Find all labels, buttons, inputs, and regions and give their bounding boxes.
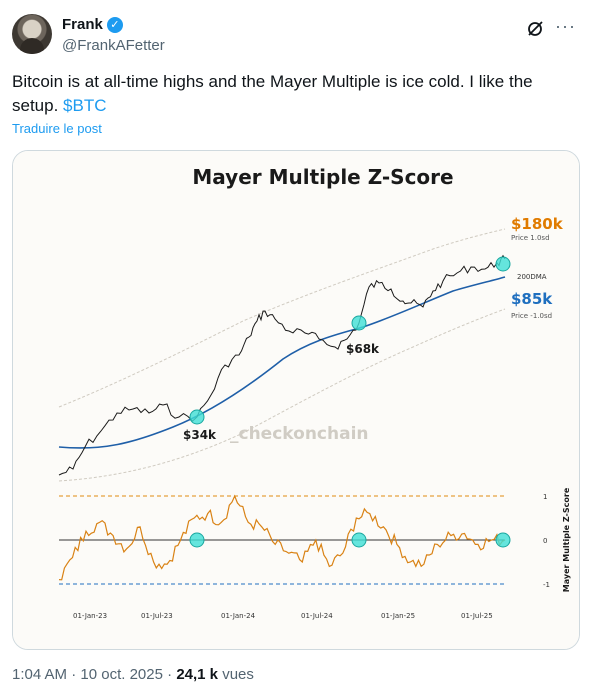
highlight-circle-34k [189,409,205,425]
zscore-ytick-label: 0 [543,537,547,545]
dma-line [58,276,506,449]
post-media-image[interactable]: Mayer Multiple Z-Score $34k $68k _checko… [12,150,580,650]
annotation-68k: $68k [346,342,380,356]
footer-separator-2: · [167,666,173,683]
watermark: _checkonchain [230,424,369,444]
highlight-circle-68k [351,315,367,331]
avatar[interactable] [12,14,52,54]
zscore-circle-1 [189,532,205,548]
post-text-main: Bitcoin is at all-time highs and the May… [12,72,533,115]
post-footer: 1:04 AM · 10 oct. 2025 · 24,1 k vues [12,666,254,683]
zscore-xtick-label: 01-Jul-23 [141,612,173,620]
zscore-ytick-label: -1 [543,581,550,589]
zscore-xtick-label: 01-Jan-24 [221,612,256,620]
zscore-circle-2 [351,532,367,548]
label-200dma: 200DMA [517,273,547,281]
post-text: Bitcoin is at all-time highs and the May… [12,70,572,118]
footer-separator: · [71,666,77,683]
label-85k: $85k [511,290,553,308]
mayer-multiple-chart: Mayer Multiple Z-Score $34k $68k _checko… [13,151,579,649]
author-handle[interactable]: @FrankAFetter [62,37,165,54]
views-count: 24,1 k [176,666,219,683]
cashtag-link[interactable]: $BTC [63,96,107,115]
label-180k: $180k [511,215,564,233]
highlight-circle-ath [495,256,511,272]
price-line [58,254,506,476]
post-time[interactable]: 1:04 AM [12,666,68,683]
grok-icon[interactable] [526,20,544,38]
more-options-icon[interactable]: ··· [555,16,576,36]
annotation-34k: $34k [183,428,217,442]
post-header: Frank ✓ @FrankAFetter ··· [12,14,580,58]
chart-title: Mayer Multiple Z-Score [192,165,453,189]
price-panel: $34k $68k _checkonchain $180k Price 1.0s… [58,215,564,482]
author-name[interactable]: Frank [62,16,103,33]
zscore-circle-3 [495,532,511,548]
verified-badge-icon: ✓ [106,16,123,33]
zscore-xtick-label: 01-Jul-25 [461,612,493,620]
label-price-lower-sd: Price -1.0sd [511,312,552,320]
translate-post-link[interactable]: Traduire le post [12,121,102,136]
zscore-xtick-label: 01-Jul-24 [301,612,333,620]
zscore-axis-label: Mayer Multiple Z-Score [562,487,571,592]
lower-band-line [58,308,506,482]
zscore-xtick-label: 01-Jan-25 [381,612,415,620]
author-name-row: Frank ✓ [62,16,123,33]
zscore-panel: 1 0 -1 01-Jan-23 01-Jul-23 01-Jan-24 01-Jul-2… [58,487,571,620]
label-price-upper-sd: Price 1.0sd [511,234,550,242]
zscore-line [58,494,506,581]
zscore-ytick-label: 1 [543,493,547,501]
upper-band-line [58,228,506,408]
post-date[interactable]: 10 oct. 2025 [80,666,163,683]
views-label: vues [222,666,254,683]
zscore-xtick-label: 01-Jan-23 [73,612,107,620]
